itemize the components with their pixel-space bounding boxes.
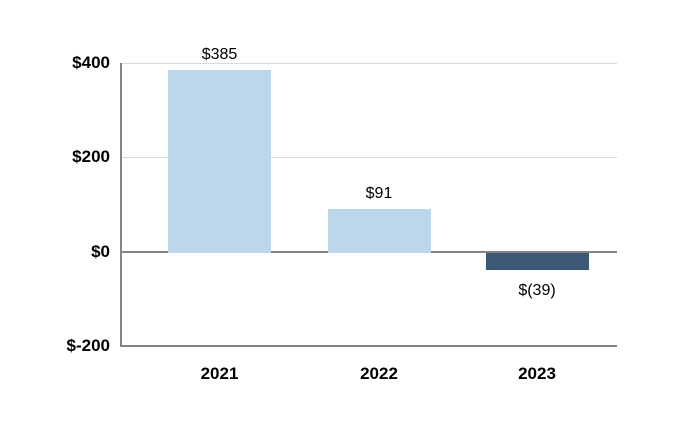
bar-label-2021: $385 <box>201 46 238 64</box>
bar-2023 <box>485 251 589 271</box>
bar-label-2022: $91 <box>365 184 393 202</box>
x-axis-line <box>120 345 617 347</box>
plot-area <box>120 63 617 347</box>
xtick-label-2022: 2022 <box>360 364 398 383</box>
ytick-label-400: $400 <box>72 53 110 72</box>
gridline-200 <box>120 157 617 159</box>
xtick-label-2021: 2021 <box>200 364 239 383</box>
gridline-400 <box>120 63 617 64</box>
ytick-label--200: $-200 <box>66 336 110 355</box>
bar-label-2023: $(39) <box>518 282 556 300</box>
xtick-label-2023: 2023 <box>518 364 556 383</box>
ytick-label-200: $200 <box>72 147 110 167</box>
y-axis-line <box>120 63 122 346</box>
bar-2022 <box>327 208 431 253</box>
bar-2021 <box>168 70 271 253</box>
ytick-label-0: $0 <box>91 241 110 261</box>
